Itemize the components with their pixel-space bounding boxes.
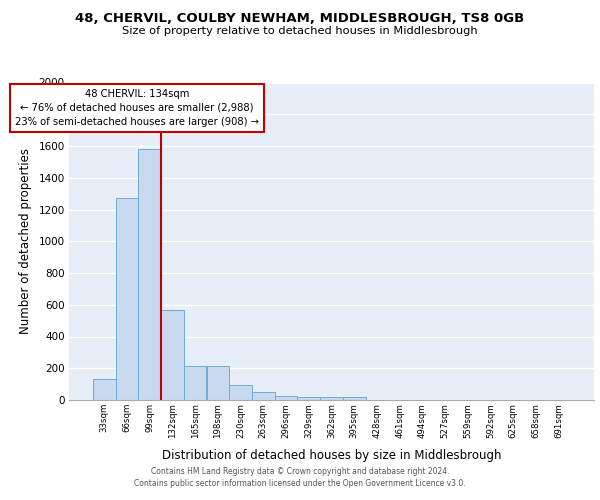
Bar [275,396,298,400]
Bar [161,310,184,400]
Text: 48 CHERVIL: 134sqm
← 76% of detached houses are smaller (2,988)
23% of semi-deta: 48 CHERVIL: 134sqm ← 76% of detached hou… [15,89,259,127]
Text: 48, CHERVIL, COULBY NEWHAM, MIDDLESBROUGH, TS8 0GB: 48, CHERVIL, COULBY NEWHAM, MIDDLESBROUG… [76,12,524,26]
Bar [229,385,252,400]
Text: Size of property relative to detached houses in Middlesbrough: Size of property relative to detached ho… [122,26,478,36]
Bar [252,392,275,400]
Bar [298,397,320,400]
Bar [320,397,343,400]
Bar [184,366,206,400]
Y-axis label: Number of detached properties: Number of detached properties [19,148,32,334]
Bar [343,397,365,400]
Text: Contains HM Land Registry data © Crown copyright and database right 2024.
Contai: Contains HM Land Registry data © Crown c… [134,466,466,487]
Bar [206,366,229,400]
Bar [139,149,161,400]
Bar [93,378,116,400]
X-axis label: Distribution of detached houses by size in Middlesbrough: Distribution of detached houses by size … [162,449,501,462]
Bar [116,198,139,400]
